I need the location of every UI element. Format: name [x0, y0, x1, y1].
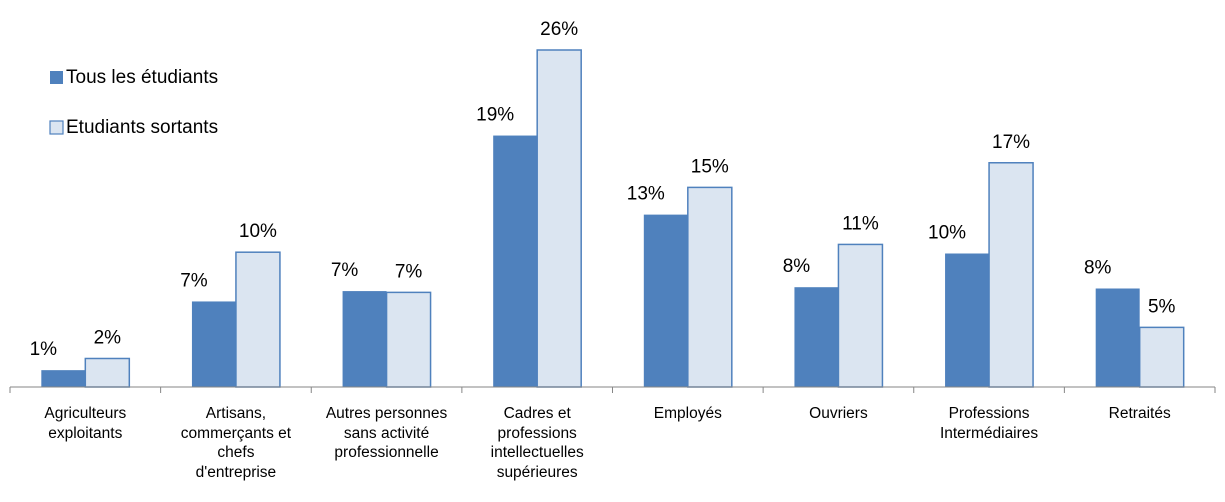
bar	[687, 186, 733, 388]
data-label: 7%	[395, 261, 423, 282]
data-label: 2%	[94, 328, 122, 349]
x-tick-label: Cadres et professions intellectuelles su…	[490, 405, 584, 481]
data-label: 15%	[691, 156, 729, 177]
legend-label: Etudiants sortants	[66, 117, 218, 138]
x-tick-label: Artisans, commerçants et chefs d'entrepr…	[180, 405, 292, 481]
data-label: 8%	[783, 256, 811, 277]
data-label: 13%	[627, 184, 665, 205]
x-tick-label: Agriculteurs exploitants	[44, 405, 127, 442]
data-label: 10%	[239, 221, 277, 242]
bar	[41, 370, 86, 387]
legend-label: Tous les étudiants	[66, 67, 218, 88]
bar	[1095, 288, 1140, 387]
bar	[235, 251, 281, 388]
data-label: 11%	[842, 213, 879, 234]
bar	[536, 49, 582, 388]
data-label: 5%	[1148, 296, 1176, 317]
data-label: 1%	[30, 339, 58, 360]
x-tick-label: Professions Intermédiaires	[939, 405, 1039, 442]
data-label: 7%	[180, 270, 208, 291]
x-tick-label: Employés	[653, 405, 722, 422]
x-tick-label: Autres personnes sans activité professio…	[325, 405, 448, 461]
x-tick-label: Ouvriers	[809, 405, 868, 422]
bar	[945, 253, 990, 387]
bar	[191, 301, 236, 387]
bar	[794, 287, 839, 387]
data-label: 17%	[992, 132, 1030, 153]
data-label: 19%	[476, 105, 514, 126]
bar	[84, 357, 131, 388]
data-label: 10%	[928, 223, 966, 244]
legend-swatch	[49, 120, 64, 135]
bar	[385, 291, 432, 388]
bar	[643, 214, 688, 387]
data-label: 8%	[1084, 258, 1112, 279]
legend-swatch	[50, 71, 63, 84]
bar	[1138, 326, 1185, 388]
data-label: 7%	[331, 260, 359, 281]
data-label: 26%	[540, 19, 578, 40]
bar	[493, 135, 538, 387]
bar	[342, 291, 387, 387]
bar	[988, 162, 1034, 388]
x-tick-label: Retraités	[1108, 405, 1171, 422]
bar	[837, 243, 884, 388]
